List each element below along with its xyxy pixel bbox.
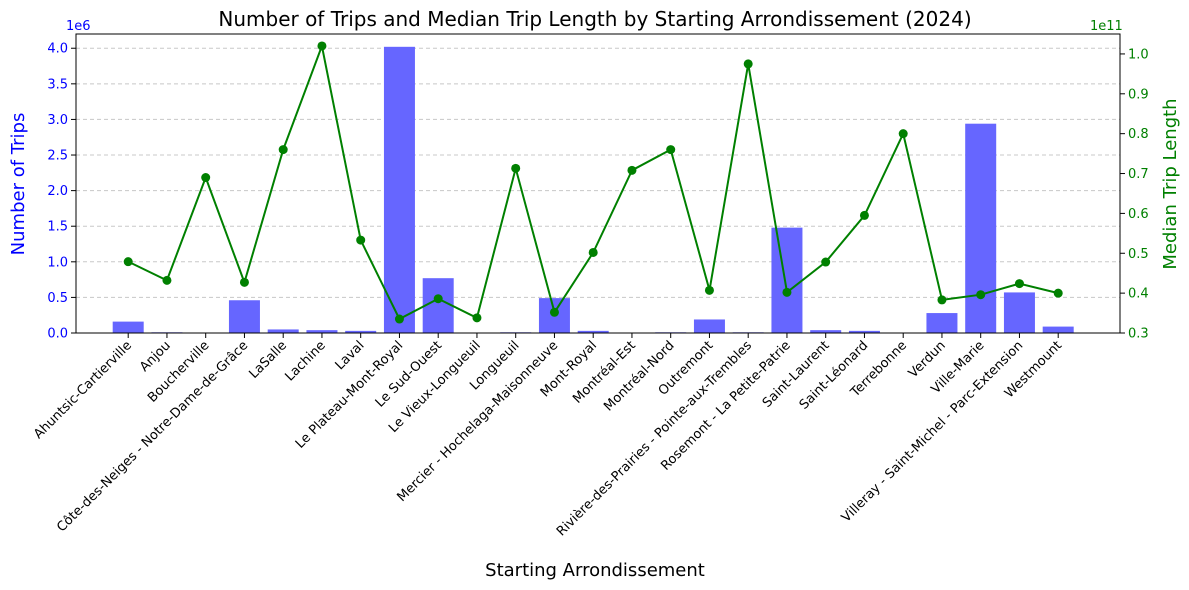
line-point [1014, 279, 1024, 289]
line-point [704, 285, 714, 295]
x-tick-label: Saint-Léonard [797, 338, 872, 413]
left-tick-label: 0.0 [47, 327, 68, 342]
bar [383, 46, 415, 334]
bar [810, 330, 842, 333]
bar [1042, 326, 1074, 333]
right-tick-label: 0.4 [1128, 287, 1149, 302]
x-tick-label: Montréal-Nord [601, 338, 677, 414]
left-tick-label: 0.5 [47, 291, 68, 306]
x-tick-label: Ahuntsic-Cartierville [31, 338, 135, 442]
left-tick-label: 3.0 [47, 113, 68, 128]
x-axis: Ahuntsic-Cartierville AnjouBouchervilleCô… [31, 333, 1065, 539]
right-tick-label: 0.5 [1128, 247, 1149, 262]
x-tick-label: Saint-Laurent [760, 338, 833, 411]
line-point [278, 145, 288, 155]
line-point [123, 257, 133, 267]
left-tick-label: 1.5 [47, 220, 68, 235]
line-point [821, 257, 831, 267]
bar [577, 330, 609, 333]
line-point [511, 163, 521, 173]
left-axis-label: Number of Trips [8, 113, 29, 256]
left-tick-label: 3.5 [47, 77, 68, 92]
x-tick-label: Villeray - Saint-Michel - Parc-Extension [839, 338, 1026, 525]
line-point [898, 129, 908, 139]
line-point [743, 59, 753, 69]
bar [345, 330, 377, 333]
bar [267, 329, 299, 333]
plot-frame [75, 33, 1121, 334]
right-tick-label: 0.3 [1128, 327, 1149, 342]
left-tick-label: 2.5 [47, 149, 68, 164]
series-line [127, 42, 1059, 321]
line-point [201, 173, 211, 183]
line-point [549, 307, 559, 317]
line-point [433, 294, 443, 304]
bar [112, 321, 144, 333]
line-point [666, 145, 676, 155]
line-point [162, 275, 172, 285]
left-tick-label: 4.0 [47, 42, 68, 57]
left-axis: 0.0 0.5 1.0 1.5 2.0 2.5 3.0 3.5 4.0 [47, 42, 76, 342]
grid-lines [76, 47, 1120, 334]
right-tick-label: 0.8 [1128, 127, 1149, 142]
right-tick-label: 1.0 [1128, 47, 1149, 62]
x-tick-label: Lachine [282, 338, 328, 384]
right-axis-offset-text: 1e11 [1090, 19, 1123, 34]
bar [848, 330, 880, 333]
right-tick-label: 0.7 [1128, 167, 1149, 182]
x-tick-label: Laval [333, 338, 368, 373]
bar [965, 123, 997, 333]
left-axis-offset-text: 1e6 [66, 19, 91, 34]
line-point [394, 314, 404, 324]
line-point [782, 287, 792, 297]
bar-series [112, 46, 1074, 334]
right-axis-label: Median Trip Length [1160, 98, 1181, 269]
bar [306, 330, 338, 333]
line-point [859, 210, 869, 220]
bar [1003, 292, 1035, 333]
bar [926, 313, 958, 333]
line-point [472, 313, 482, 323]
line-point [976, 290, 986, 300]
chart-title: Number of Trips and Median Trip Length b… [218, 7, 971, 31]
bar [228, 300, 260, 333]
line-point [627, 165, 637, 175]
right-tick-label: 0.9 [1128, 87, 1149, 102]
line-point [356, 235, 366, 245]
bar [771, 227, 803, 333]
line-point [239, 277, 249, 287]
right-tick-label: 0.6 [1128, 207, 1149, 222]
bar [422, 278, 454, 333]
x-axis-label: Starting Arrondissement [485, 560, 705, 581]
line-point [588, 247, 598, 257]
line-point [1053, 288, 1063, 298]
x-tick-label: Anjou [137, 338, 174, 375]
line-point [937, 295, 947, 305]
left-tick-label: 2.0 [47, 184, 68, 199]
right-axis: 0.3 0.4 0.5 0.6 0.7 0.8 0.9 1.0 [1120, 47, 1149, 342]
left-tick-label: 1.0 [47, 255, 68, 270]
line-series [123, 41, 1063, 324]
bar [693, 319, 725, 333]
line-point [317, 41, 327, 51]
